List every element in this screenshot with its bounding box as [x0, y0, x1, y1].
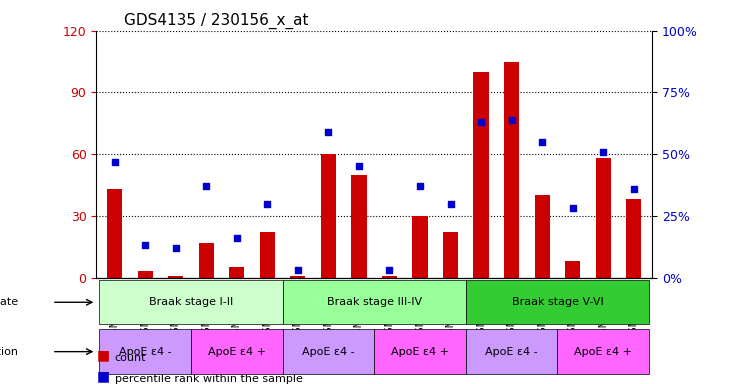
Point — [292, 267, 304, 273]
Text: ■: ■ — [96, 369, 110, 383]
Text: disease state: disease state — [0, 297, 19, 307]
Text: ■: ■ — [96, 348, 110, 362]
Text: ApoE ε4 -: ApoE ε4 - — [119, 347, 171, 357]
Bar — [382, 275, 397, 278]
Text: genotype/variation: genotype/variation — [0, 347, 19, 357]
Text: ApoE ε4 -: ApoE ε4 - — [302, 347, 355, 357]
Point — [445, 200, 456, 207]
Text: Braak stage I-II: Braak stage I-II — [149, 297, 233, 307]
Text: Braak stage V-VI: Braak stage V-VI — [511, 297, 603, 307]
FancyBboxPatch shape — [374, 329, 466, 374]
Point — [262, 200, 273, 207]
FancyBboxPatch shape — [191, 329, 282, 374]
FancyBboxPatch shape — [99, 280, 282, 324]
Text: ApoE ε4 -: ApoE ε4 - — [485, 347, 538, 357]
FancyBboxPatch shape — [282, 329, 374, 374]
FancyBboxPatch shape — [282, 280, 466, 324]
FancyBboxPatch shape — [466, 280, 649, 324]
Bar — [443, 232, 458, 278]
Text: count: count — [115, 353, 147, 363]
Point — [536, 139, 548, 145]
Point — [567, 205, 579, 212]
Bar — [413, 216, 428, 278]
Bar — [321, 154, 336, 278]
Bar — [504, 61, 519, 278]
Bar — [565, 261, 580, 278]
Text: ApoE ε4 +: ApoE ε4 + — [574, 347, 632, 357]
Bar — [199, 243, 214, 278]
Bar — [626, 199, 642, 278]
Text: Braak stage III-IV: Braak stage III-IV — [327, 297, 422, 307]
Point — [200, 183, 212, 189]
Bar — [229, 267, 245, 278]
Text: percentile rank within the sample: percentile rank within the sample — [115, 374, 303, 384]
Bar — [138, 271, 153, 278]
Point — [505, 116, 517, 122]
FancyBboxPatch shape — [557, 329, 649, 374]
Text: GDS4135 / 230156_x_at: GDS4135 / 230156_x_at — [124, 13, 308, 29]
Bar — [259, 232, 275, 278]
Point — [170, 245, 182, 251]
Point — [353, 164, 365, 170]
Bar — [351, 175, 367, 278]
Bar — [596, 158, 611, 278]
Point — [414, 183, 426, 189]
Text: ApoE ε4 +: ApoE ε4 + — [391, 347, 449, 357]
Bar — [107, 189, 122, 278]
Bar — [534, 195, 550, 278]
Text: ApoE ε4 +: ApoE ε4 + — [207, 347, 266, 357]
Point — [475, 119, 487, 125]
Bar — [473, 72, 489, 278]
Bar — [290, 275, 305, 278]
Bar — [168, 275, 183, 278]
Point — [597, 149, 609, 155]
Point — [139, 242, 151, 248]
Point — [384, 267, 396, 273]
Point — [231, 235, 243, 241]
Point — [109, 159, 121, 165]
Point — [322, 129, 334, 135]
FancyBboxPatch shape — [99, 329, 191, 374]
Point — [628, 185, 639, 192]
FancyBboxPatch shape — [466, 329, 557, 374]
